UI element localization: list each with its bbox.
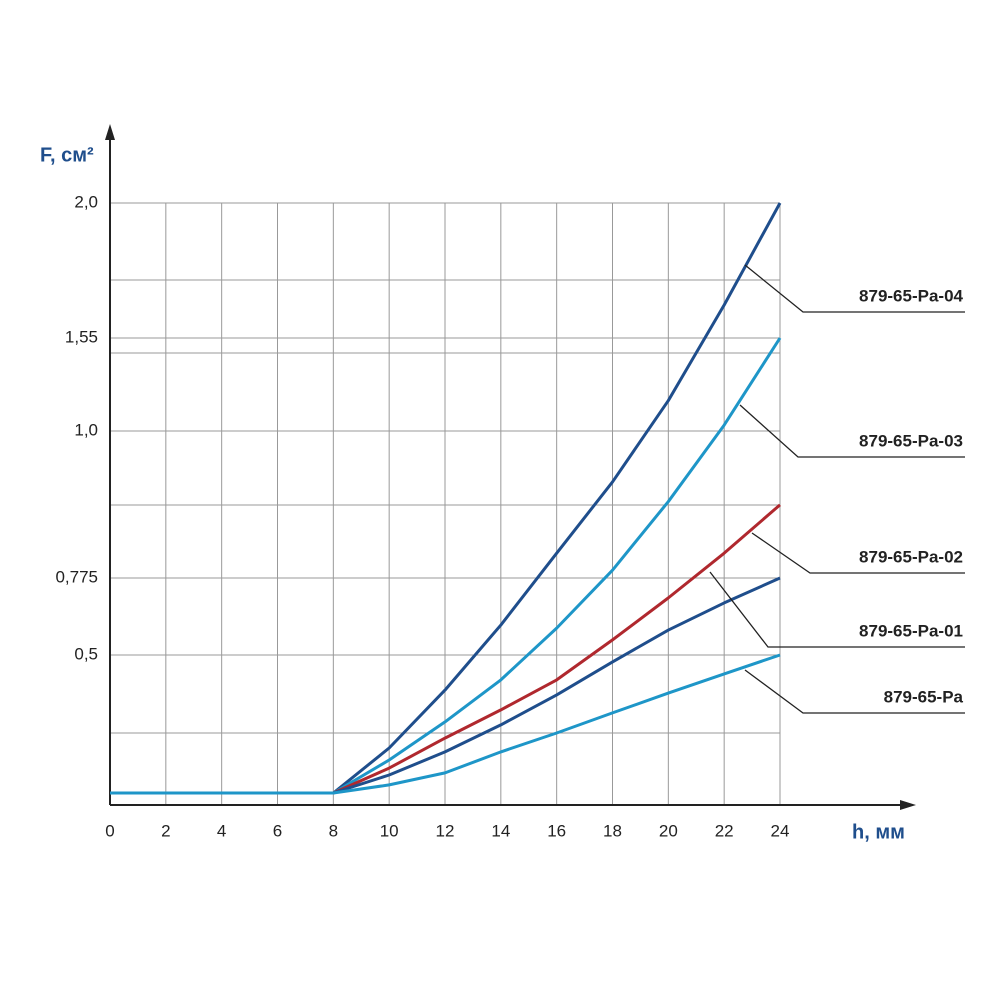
x-tick-label: 8 bbox=[329, 821, 338, 840]
leader-line bbox=[739, 404, 965, 458]
x-tick-label: 4 bbox=[217, 821, 226, 840]
legend-label: 879-65-Pа-04 bbox=[859, 286, 964, 305]
series-line bbox=[110, 337, 782, 795]
x-tick-label: 24 bbox=[771, 821, 790, 840]
y-tick-label: 1,0 bbox=[74, 420, 98, 439]
x-tick-label: 0 bbox=[105, 821, 114, 840]
legend-label: 879-65-Pа-03 bbox=[859, 431, 963, 450]
leader-line bbox=[751, 532, 965, 574]
y-tick-label: 0,5 bbox=[74, 644, 98, 663]
leader-line bbox=[709, 571, 965, 648]
legend-label: 879-65-Pа-01 bbox=[859, 621, 963, 640]
series-line bbox=[110, 503, 781, 795]
x-axis-arrow bbox=[900, 800, 916, 810]
x-tick-label: 18 bbox=[603, 821, 622, 840]
series-line bbox=[110, 202, 782, 795]
y-axis-label: F, см² bbox=[40, 144, 94, 166]
leader-line bbox=[744, 264, 965, 313]
y-tick-label: 1,55 bbox=[65, 327, 98, 346]
y-tick-label: 0,775 bbox=[55, 567, 98, 586]
x-tick-label: 12 bbox=[436, 821, 455, 840]
x-tick-label: 6 bbox=[273, 821, 282, 840]
x-tick-label: 20 bbox=[659, 821, 678, 840]
series-line bbox=[110, 576, 781, 795]
series-line bbox=[110, 653, 781, 795]
legend-label: 879-65-Pа-02 bbox=[859, 547, 963, 566]
y-axis-arrow bbox=[105, 124, 115, 140]
y-tick-label: 2,0 bbox=[74, 192, 98, 211]
leader-line bbox=[744, 669, 965, 714]
x-tick-label: 2 bbox=[161, 821, 170, 840]
x-axis-label: h, мм bbox=[852, 821, 905, 843]
x-tick-label: 22 bbox=[715, 821, 734, 840]
x-tick-label: 10 bbox=[380, 821, 399, 840]
legend-label: 879-65-Pа bbox=[884, 687, 964, 706]
x-tick-label: 14 bbox=[491, 821, 510, 840]
x-tick-label: 16 bbox=[547, 821, 566, 840]
